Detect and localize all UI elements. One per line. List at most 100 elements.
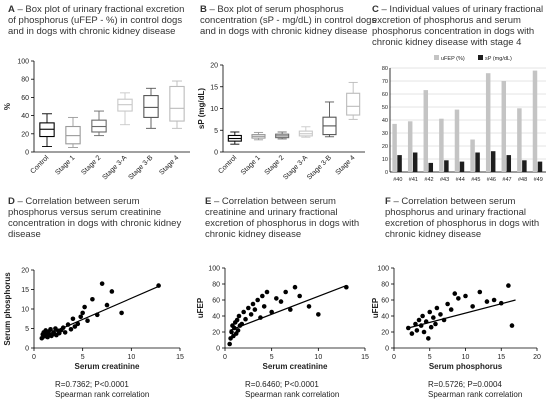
chart-e-point (234, 317, 240, 323)
chart-d-point (78, 314, 84, 320)
chart-e-point (235, 328, 241, 333)
chart-d-point (119, 310, 124, 316)
chart-f-point (409, 331, 415, 336)
chart-f-point (438, 312, 443, 317)
chart-a-iqr-box (169, 85, 185, 122)
chart-c-y-tick-label: 40 (382, 118, 388, 124)
chart-e-point (264, 289, 270, 295)
chart-d-point (104, 302, 110, 308)
panel-d-method: Spearman rank correlation (55, 390, 150, 399)
chart-f-y-tick-label: 60 (381, 298, 389, 305)
chart-e-point (278, 299, 284, 304)
chart-c-y-tick-label: 10 (382, 157, 388, 163)
chart-f-y-tick-label: 20 (381, 330, 389, 337)
chart-a-y-tick-label: 60 (21, 95, 29, 102)
chart-f-y-tick-label: 0 (385, 346, 389, 353)
chart-e-point (241, 309, 246, 315)
chart-a-y-tick-label: 100 (17, 59, 29, 66)
chart-e-point (261, 304, 267, 309)
chart-c-legend-label: uFEP (%) (441, 56, 465, 62)
chart-c-bar-sp (397, 155, 402, 172)
chart-f-point (413, 321, 418, 327)
chart-a-box-stage-1 (65, 116, 81, 148)
chart-e-point (248, 312, 254, 317)
chart-d-x-tick-label: 0 (32, 354, 36, 361)
chart-c-legend-swatch (478, 55, 483, 60)
chart-b-box-control (227, 131, 242, 145)
chart-e-y-label: uFEP (196, 297, 205, 318)
chart-b-x-tick-label: Stage 1 (240, 154, 262, 176)
chart-f-x-tick-label: 5 (428, 354, 432, 361)
chart-c-bar-ufep (501, 81, 507, 172)
chart-c-x-tick-label: #47 (502, 177, 511, 183)
chart-f-point (463, 293, 468, 299)
chart-f-point (434, 305, 440, 311)
chart-e-x-tick-label: 0 (223, 354, 227, 361)
chart-e-point (283, 289, 288, 295)
chart-c-bar-ufep (470, 139, 475, 172)
chart-e-y-tick-label: 60 (212, 298, 220, 305)
chart-c-bar-sp (459, 161, 465, 172)
chart-f-point (428, 324, 434, 330)
chart-d-y-label: Serum phosphorus (3, 272, 12, 346)
chart-c-bar-ufep (439, 118, 444, 172)
chart-e-point (344, 284, 349, 290)
chart-d-sP-vs-creatinine: 0 5 10 15 20 0 5 10 15 Serum creatinine Serum phos… (3, 268, 184, 372)
chart-a-y-tick-label: 20 (21, 131, 29, 138)
chart-c-x-tick-label: #44 (456, 177, 465, 183)
panel-c-letter: C (372, 4, 379, 15)
panel-e-method: Spearman rank correlation (245, 390, 340, 399)
panel-b-letter: B (200, 4, 207, 15)
chart-d-point (109, 289, 115, 294)
chart-b-box-stage-1 (251, 131, 266, 141)
chart-f-point (448, 307, 454, 312)
chart-c-y-tick-label: 30 (382, 131, 388, 137)
chart-a-box-stage-3-b (143, 87, 159, 129)
chart-a-y-label: % (3, 103, 12, 110)
chart-f-point (484, 299, 490, 304)
chart-d-y-tick-label: 10 (21, 307, 29, 314)
chart-f-point (506, 283, 511, 288)
chart-d-point (156, 283, 161, 288)
chart-e-y-tick-label: 80 (212, 282, 220, 289)
chart-a-y-tick-label: 40 (21, 113, 29, 120)
chart-e-point (243, 316, 248, 322)
chart-a-x-tick-label: Stage 1 (54, 154, 76, 176)
chart-c-x-tick-label: #45 (471, 177, 480, 183)
chart-c-bar-ufep (423, 90, 429, 172)
chart-f-point (420, 313, 425, 319)
chart-a-x-tick-label: Stage 3-B (127, 154, 154, 181)
chart-d-x-tick-label: 10 (127, 354, 135, 361)
panel-f-correlation: R=0.5726; P=0.0004 (428, 380, 502, 389)
chart-c-bar-sp (444, 160, 449, 172)
chart-d-point (60, 325, 66, 331)
chart-f-point (427, 309, 433, 315)
chart-c-x-tick-label: #41 (409, 177, 418, 183)
chart-b-box-stage-2 (275, 131, 290, 140)
panel-b-title-text: – Box plot of serum phosphorus concentra… (200, 4, 377, 37)
chart-a-box-control (39, 113, 55, 147)
chart-c-x-tick-label: #48 (518, 177, 527, 183)
chart-d-x-tick-label: 15 (176, 354, 184, 361)
chart-e-point (306, 304, 312, 309)
chart-f-x-tick-label: 10 (462, 354, 470, 361)
chart-e-point (274, 296, 279, 301)
panel-d-stat: R=0.7362; P<0.0001 Spearman rank correla… (55, 380, 149, 400)
chart-c-bar-sp (475, 152, 480, 172)
chart-f-x-label: Serum phosphorus (429, 362, 503, 371)
chart-c-x-tick-label: #40 (393, 177, 402, 183)
chart-a-box-stage-3-a (117, 92, 133, 126)
chart-f-point (418, 323, 424, 328)
chart-e-uFEP-vs-creatinine: 0 20 40 60 80 100 0 5 10 15 Serum creatinine uFEP (196, 266, 369, 372)
chart-b-x-tick-label: Stage 2 (264, 154, 286, 176)
chart-b-x-tick-label: Stage 3-B (306, 154, 333, 181)
chart-a-y-tick-label: 0 (25, 150, 29, 157)
chart-b-y-tick-label: 5 (214, 128, 218, 135)
chart-e-point (292, 284, 298, 290)
chart-c-stage4-bars: uFEP (%) sP (mg/dL) 0 10 20 30 40 50 60 70 80 #40 #4… (382, 55, 546, 183)
chart-c-x-tick-label: #42 (424, 177, 433, 183)
chart-c-y-tick-label: 70 (382, 79, 388, 85)
chart-f-x-tick-label: 0 (392, 354, 396, 361)
